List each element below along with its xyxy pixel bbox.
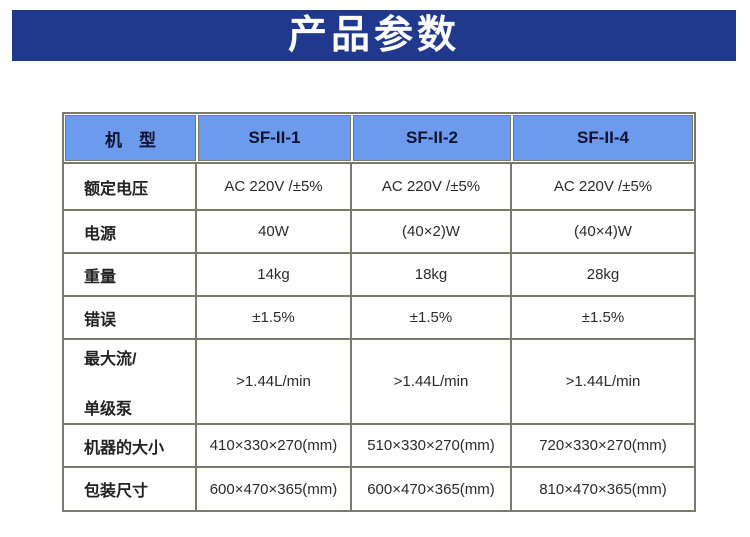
column-header-sf-ii-1: SF-II-1 (198, 115, 351, 161)
row-label-line-2: 单级泵 (84, 400, 133, 418)
table-cell: ±1.5% (512, 295, 694, 338)
table-cell: 40W (197, 209, 352, 252)
table-cell: 410×330×270(mm) (197, 423, 352, 466)
table-cell: ±1.5% (197, 295, 352, 338)
table-cell: >1.44L/min (352, 338, 512, 423)
table-cell: 810×470×365(mm) (512, 466, 694, 510)
table-cell: AC 220V /±5% (197, 162, 352, 209)
table-cell: (40×4)W (512, 209, 694, 252)
product-parameters-table: 机 型 SF-II-1 SF-II-2 SF-II-4 额定电压 AC 220V… (62, 112, 696, 512)
row-label-power: 电源 (64, 209, 197, 252)
table-cell: >1.44L/min (197, 338, 352, 423)
row-label-line-1: 最大流/ (84, 350, 137, 368)
table-cell: 600×470×365(mm) (352, 466, 512, 510)
table-cell: >1.44L/min (512, 338, 694, 423)
table-cell: ±1.5% (352, 295, 512, 338)
table-cell: 720×330×270(mm) (512, 423, 694, 466)
table-cell: 600×470×365(mm) (197, 466, 352, 510)
table-cell: 510×330×270(mm) (352, 423, 512, 466)
table-cell: 28kg (512, 252, 694, 295)
row-label-weight: 重量 (64, 252, 197, 295)
section-title-banner: 产品参数 (12, 10, 736, 61)
table-cell: AC 220V /±5% (512, 162, 694, 209)
table-cell: 18kg (352, 252, 512, 295)
row-label-package-size: 包装尺寸 (64, 466, 197, 510)
table-cell: 14kg (197, 252, 352, 295)
row-label-machine-size: 机器的大小 (64, 423, 197, 466)
section-title: 产品参数 (287, 14, 460, 57)
column-header-sf-ii-2: SF-II-2 (353, 115, 511, 161)
row-label-max-flow-pump: 最大流/ 单级泵 (64, 338, 197, 423)
column-header-model: 机 型 (65, 115, 196, 161)
row-label-rated-voltage: 额定电压 (64, 162, 197, 209)
row-label-error: 错误 (64, 295, 197, 338)
table-cell: (40×2)W (352, 209, 512, 252)
column-header-sf-ii-4: SF-II-4 (513, 115, 693, 161)
table-cell: AC 220V /±5% (352, 162, 512, 209)
